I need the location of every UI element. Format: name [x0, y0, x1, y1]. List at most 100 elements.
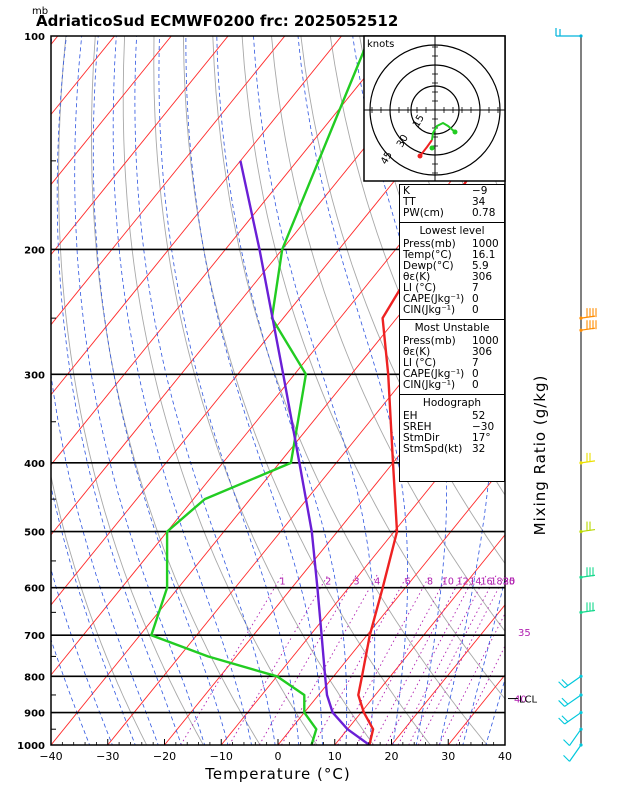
index-value: −9: [472, 185, 488, 197]
wind-barb-staff: [580, 528, 596, 533]
index-row: K −9: [403, 186, 504, 197]
wind-barb-dot: [579, 34, 583, 38]
mixing-ratio-line: [313, 574, 409, 745]
moist-adiabat: [51, 638, 91, 745]
dry-adiabat: [58, 36, 204, 745]
wind-barb-dot: [579, 461, 583, 465]
dry-adiabat: [241, 36, 505, 700]
hodograph-point: [417, 153, 423, 159]
isotherm: [51, 36, 172, 186]
wind-barb-staff: [564, 712, 582, 725]
dry-adiabat: [271, 36, 505, 632]
moist-adiabat: [462, 577, 505, 745]
mixing-ratio-label: 4: [374, 577, 380, 588]
lcl-label: LCL: [519, 695, 538, 706]
lowest-level-value: 0: [472, 293, 479, 305]
lowest-level-label: CIN(Jkg⁻¹): [403, 304, 456, 316]
wind-barbs: [555, 28, 597, 762]
wind-barb-staff: [564, 694, 582, 707]
dry-adiabat: [212, 36, 488, 745]
moist-adiabat: [134, 36, 276, 745]
hodograph-stat-row: EH 52: [403, 411, 504, 422]
theta-label: 40: [514, 695, 527, 706]
hodograph-stat-value: 32: [472, 443, 486, 455]
hodograph-point: [452, 129, 458, 135]
mixing-ratio-label: 14: [469, 577, 481, 588]
lowest-level-row: Dewp(°C) 5.9: [403, 261, 504, 272]
wind-barb-flag: [558, 700, 566, 707]
isotherm: [51, 36, 399, 466]
hodograph-units-label: knots: [367, 39, 394, 50]
index-value: 34: [472, 196, 486, 208]
dry-adiabat: [300, 36, 505, 565]
index-value: 0.78: [472, 207, 496, 219]
wind-barb-dot: [579, 575, 583, 579]
mixing-ratio-label: 20: [503, 577, 515, 588]
wind-barb-column: [555, 28, 597, 762]
theta-label: 35: [518, 628, 531, 639]
moist-adiabat: [216, 36, 348, 745]
pressure-tick-label: 400: [24, 459, 45, 470]
isotherm: [0, 4, 27, 760]
moist-adiabat: [112, 36, 252, 745]
hodograph-stat-value: 17°: [472, 432, 491, 444]
pressure-tick-label: 300: [24, 370, 45, 381]
mixing-ratio-line: [281, 574, 378, 745]
isotherm: [51, 36, 229, 256]
lowest-level-value: 16.1: [472, 249, 496, 261]
most-unstable-label: CAPE(Jkg⁻¹): [403, 368, 465, 380]
wind-barb-dot: [579, 743, 583, 747]
x-tick-label: 10: [328, 750, 342, 763]
hodograph-stat-label: StmSpd(kt): [403, 443, 463, 455]
hodograph-trace-low: [419, 139, 433, 157]
isotherm: [390, 604, 505, 745]
lowest-level-row: LI (°C) 7: [403, 283, 504, 294]
x-tick-label: 20: [385, 750, 399, 763]
most-unstable-row: θε(K) 306: [403, 347, 504, 358]
wind-barb-flag: [558, 681, 566, 689]
lowest-level-row: Temp(°C) 16.1: [403, 250, 504, 261]
lowest-level-label: LI (°C): [403, 282, 437, 294]
pressure-tick-label: 100: [24, 32, 45, 43]
isotherm: [277, 464, 505, 745]
index-label: PW(cm): [403, 207, 444, 219]
lowest-level-value: 1000: [472, 238, 499, 250]
pressure-tick-label: 900: [24, 709, 45, 720]
wind-barb-dot: [579, 693, 583, 697]
mixing-ratio-line: [180, 574, 283, 745]
wind-barb-staff: [569, 728, 582, 746]
isotherm: [51, 36, 116, 116]
lowest-level-heading: Lowest level: [419, 225, 485, 237]
dry-adiabat: [583, 4, 618, 760]
x-tick-label: −20: [153, 750, 176, 763]
hodograph: knots 15 30 45: [363, 35, 506, 182]
dry-adiabat: [182, 36, 431, 745]
index-row: PW(cm) 0.78: [403, 208, 504, 219]
isotherm: [51, 36, 343, 396]
mixing-ratio-label: 3: [353, 577, 359, 588]
wind-barb-flag: [558, 717, 566, 725]
moist-adiabat: [51, 36, 159, 745]
lowest-level-value: 306: [472, 271, 493, 283]
pressure-tick-label: 600: [24, 584, 45, 595]
isotherm: [51, 36, 286, 326]
wind-barb-flag: [563, 754, 570, 762]
lowest-level-label: Temp(°C): [403, 249, 452, 261]
wind-barb-dot: [579, 610, 583, 614]
lowest-level-row: CAPE(Jkg⁻¹) 0: [403, 294, 504, 305]
profiles: [150, 36, 505, 745]
isotherm: [51, 183, 505, 745]
dry-adiabat: [122, 36, 318, 745]
mixing-ratio-label: 18: [491, 577, 503, 588]
lowest-level-label: Press(mb): [403, 238, 456, 250]
hodograph-stat-row: StmDir 17°: [403, 433, 504, 444]
lowest-level-label: Dewp(°C): [403, 260, 454, 272]
hodograph-stat-label: StmDir: [403, 432, 440, 444]
lowest-level-row: Press(mb) 1000: [403, 239, 504, 250]
moist-adiabat: [56, 36, 182, 745]
hodograph-stat-label: EH: [403, 410, 418, 422]
dry-adiabat: [51, 474, 148, 745]
stats-panel: K −9 TT 34 PW(cm) 0.78 Lowest level Press(mb)…: [399, 184, 505, 482]
index-label: K: [403, 185, 410, 197]
